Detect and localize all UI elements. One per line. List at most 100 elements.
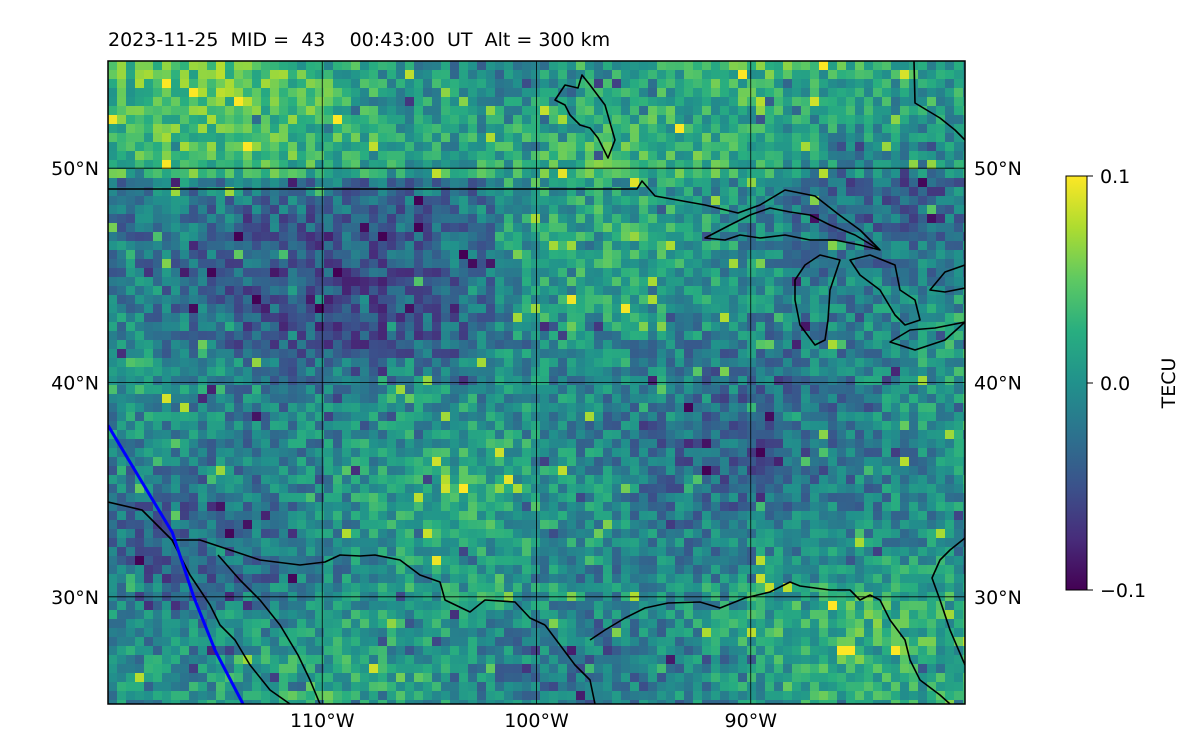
- heat-cell: [153, 367, 163, 377]
- heat-cell: [603, 313, 613, 323]
- heat-cell: [504, 430, 514, 440]
- heat-cell: [558, 124, 568, 134]
- heat-cell: [693, 322, 703, 332]
- heat-cell: [297, 79, 307, 89]
- heat-cell: [873, 250, 883, 260]
- heat-cell: [108, 511, 118, 521]
- heat-cell: [675, 475, 685, 485]
- heat-cell: [144, 475, 154, 485]
- heat-cell: [378, 331, 388, 341]
- heat-cell: [144, 259, 154, 269]
- heat-cell: [900, 97, 910, 107]
- heat-cell: [774, 340, 784, 350]
- heat-cell: [747, 439, 757, 449]
- heat-cell: [630, 520, 640, 530]
- heat-cell: [954, 448, 964, 458]
- heat-cell: [162, 484, 172, 494]
- heat-cell: [945, 151, 955, 161]
- heat-cell: [342, 196, 352, 206]
- heat-cell: [882, 97, 892, 107]
- heat-cell: [495, 205, 505, 215]
- heat-cell: [513, 511, 523, 521]
- heat-cell: [918, 439, 928, 449]
- heat-cell: [801, 457, 811, 467]
- heat-cell: [891, 286, 901, 296]
- heat-cell: [243, 448, 253, 458]
- heat-cell: [171, 502, 181, 512]
- heat-cell: [612, 448, 622, 458]
- heat-cell: [405, 178, 415, 188]
- heat-cell: [693, 61, 703, 71]
- heat-cell: [594, 430, 604, 440]
- heat-cell: [135, 349, 145, 359]
- heat-cell: [468, 79, 478, 89]
- heat-cell: [819, 88, 829, 98]
- heat-cell: [765, 142, 775, 152]
- heat-cell: [603, 268, 613, 278]
- heat-cell: [657, 286, 667, 296]
- heat-cell: [423, 178, 433, 188]
- heat-cell: [891, 457, 901, 467]
- heat-cell: [891, 178, 901, 188]
- heat-cell: [135, 304, 145, 314]
- heat-cell: [567, 331, 577, 341]
- heat-cell: [612, 421, 622, 431]
- heat-cell: [153, 394, 163, 404]
- heat-cell: [468, 520, 478, 530]
- heat-cell: [792, 169, 802, 179]
- heat-cell: [819, 448, 829, 458]
- heat-cell: [135, 169, 145, 179]
- heat-cell: [135, 232, 145, 242]
- heat-cell: [306, 367, 316, 377]
- heat-cell: [639, 88, 649, 98]
- heat-cell: [522, 358, 532, 368]
- heat-cell: [882, 340, 892, 350]
- heat-cell: [513, 178, 523, 188]
- heat-cell: [873, 115, 883, 125]
- heat-cell: [324, 394, 334, 404]
- heat-cell: [648, 106, 658, 116]
- heat-cell: [882, 511, 892, 521]
- heat-cell: [513, 385, 523, 395]
- heat-cell: [630, 250, 640, 260]
- heat-cell: [846, 88, 856, 98]
- heat-cell: [936, 250, 946, 260]
- heat-cell: [369, 520, 379, 530]
- heat-cell: [387, 70, 397, 80]
- heat-cell: [414, 439, 424, 449]
- heat-cell: [702, 331, 712, 341]
- heat-cell: [108, 61, 118, 71]
- heat-cell: [522, 403, 532, 413]
- heat-cell: [828, 475, 838, 485]
- heat-cell: [945, 241, 955, 251]
- heat-cell: [756, 358, 766, 368]
- heat-cell: [855, 376, 865, 386]
- heat-cell: [891, 196, 901, 206]
- heat-cell: [144, 79, 154, 89]
- heat-cell: [936, 295, 946, 305]
- heat-cell: [162, 259, 172, 269]
- heat-cell: [657, 259, 667, 269]
- heat-cell: [162, 376, 172, 386]
- heat-cell: [135, 205, 145, 215]
- heat-cell: [765, 439, 775, 449]
- heat-cell: [873, 457, 883, 467]
- heat-cell: [378, 205, 388, 215]
- heat-cell: [738, 70, 748, 80]
- heat-cell: [837, 133, 847, 143]
- heat-cell: [207, 115, 217, 125]
- heat-cell: [207, 358, 217, 368]
- heat-cell: [702, 223, 712, 233]
- heat-cell: [873, 142, 883, 152]
- heat-cell: [747, 124, 757, 134]
- heat-cell: [297, 142, 307, 152]
- heat-cell: [693, 457, 703, 467]
- heat-cell: [774, 61, 784, 71]
- heat-cell: [513, 97, 523, 107]
- heat-cell: [729, 457, 739, 467]
- heat-cell: [486, 241, 496, 251]
- heat-cell: [369, 349, 379, 359]
- heat-cell: [612, 439, 622, 449]
- heat-cell: [810, 493, 820, 503]
- heat-cell: [207, 340, 217, 350]
